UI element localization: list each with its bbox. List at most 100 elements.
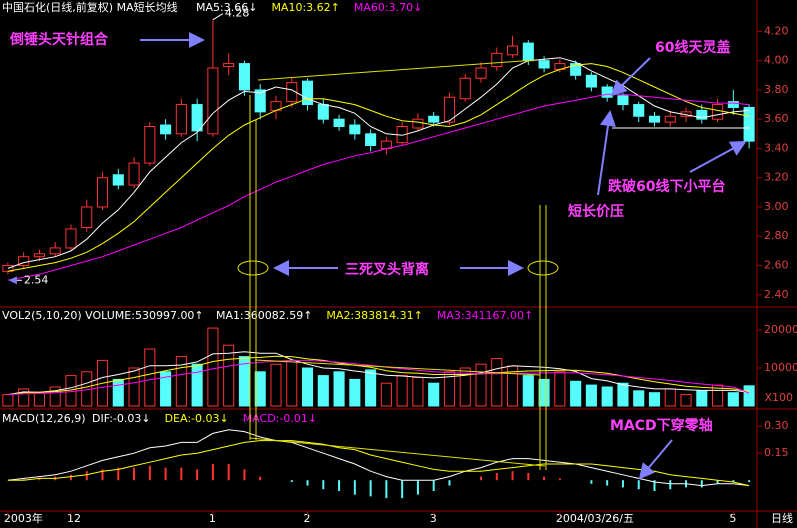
candle-body [648,115,661,123]
candle-body [349,124,361,135]
candle-body [664,115,676,123]
candle-body [301,80,314,106]
candle-body [412,118,424,129]
volume-bar [538,378,550,407]
candle-body [33,253,45,258]
unit-label: X100 [764,391,793,404]
volume-bar [396,375,408,407]
volume-bar [175,356,187,407]
candle-body [286,82,298,103]
volume-bar [270,363,282,407]
volume-bar [128,367,140,407]
candle-body [522,42,534,62]
arrow [689,141,747,173]
volume-bar [475,363,487,407]
volume-bar [743,385,755,407]
chart-title: 中国石化(日线,前复权) MA短长均线 [2,0,178,14]
legend-entry: MA2:383814.31↑ [326,309,422,322]
legend-entry: MA5:3.66↓ [196,1,257,14]
candle-body [365,133,377,147]
y-tick-label: 3.40 [764,141,789,154]
x-tick-label: 3 [430,512,437,525]
legend-entry: DEA:-0.03↓ [165,412,229,425]
arrow [638,439,673,480]
legend-entry: DIF:-0.03↓ [92,412,151,425]
candle-body [175,104,187,135]
volume-bar [585,384,597,407]
candle-body [475,67,487,79]
candle-body [491,52,503,68]
x-tick-label: 5 [729,512,736,525]
volume-bar [112,378,124,407]
candle-body [160,124,172,135]
ma-line [7,63,750,272]
volume-bar [570,380,582,407]
macd-line [7,440,750,487]
panel-title: VOL2(5,10,20) VOLUME:530997.00↑ [2,309,204,322]
candle-body [538,60,550,69]
volume-bar [727,392,739,407]
legend-entry: MA10:3.62↑ [271,1,339,14]
candle-body [144,126,156,164]
x-tick-label: 2004/03/26/五 [556,512,634,525]
volume-bar [428,382,440,407]
volume-bar [144,348,156,407]
volume-bar [664,388,676,407]
candle-body [743,106,755,142]
candle-body [428,115,440,123]
arrow [610,57,651,97]
y-tick-label: 2.60 [764,258,789,271]
arrow [597,110,616,196]
volume-bar [33,392,45,407]
volume-bar [349,378,361,407]
annotation: 60线天灵盖 [655,39,730,56]
candle-body [112,174,124,186]
candle-body [507,45,519,56]
y-tick-label: 10000 [764,361,797,374]
legend-entry: MA60:3.70↓ [354,1,422,14]
annotation: 短长价压 [568,203,624,220]
volume-bar [680,394,692,407]
x-tick-label: 2 [304,512,311,525]
y-tick-label: 3.20 [764,171,789,184]
panel-title: MACD(12,26,9) [2,412,86,425]
volume-bar [160,371,172,407]
candle-body [18,256,30,266]
y-tick-label: 2.80 [764,229,789,242]
candle-body [601,86,613,98]
volume-bar [554,371,566,407]
y-tick-label: 20000 [764,323,797,336]
volume-bar [2,394,14,407]
candle-body [712,104,724,120]
candle-body [727,101,739,108]
y-tick-label: 4.00 [764,54,789,67]
volume-ma-line [7,351,750,396]
volume-bar [412,377,424,407]
y-tick-label: 3.00 [764,200,789,213]
marker-line [212,13,224,21]
volume-bar [18,388,30,407]
x-tick-label: 2003年 [4,511,43,525]
candle-body [633,104,645,117]
volume-bar [301,367,314,407]
volume-bar [601,386,613,407]
volume-bar [443,371,456,407]
annotation: MACD下穿零轴 [610,417,713,434]
candle-body [617,95,629,106]
candle-body [333,118,345,128]
volume-bar [333,371,345,407]
x-tick-label: 1 [209,512,216,525]
volume-bar [286,359,298,407]
x-tick-label: 12 [67,512,81,525]
candle-body [238,63,250,91]
candle-body [317,104,329,120]
volume-bar [491,358,503,407]
volume-bar [617,382,629,407]
ma-line [7,57,750,269]
annotation: 三死叉头背离 [345,261,429,278]
annotation: 跌破60线下小平台 [608,178,725,195]
candle-body [254,89,266,113]
